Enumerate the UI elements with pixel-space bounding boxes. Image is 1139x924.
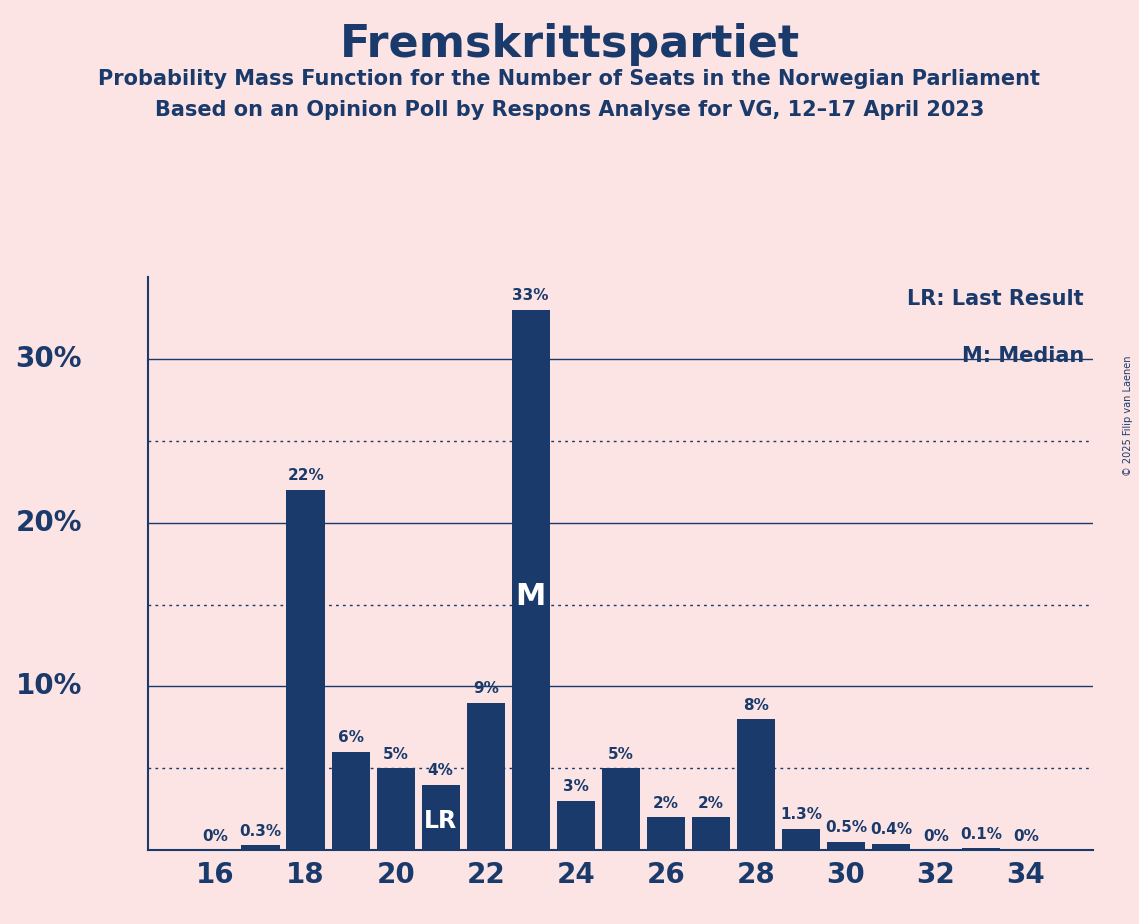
Text: 20%: 20%: [16, 509, 82, 537]
Bar: [737, 719, 775, 850]
Text: Fremskrittspartiet: Fremskrittspartiet: [339, 23, 800, 67]
Text: 30%: 30%: [16, 345, 82, 373]
Text: 0%: 0%: [203, 829, 229, 844]
Bar: [331, 752, 370, 850]
Bar: [421, 784, 460, 850]
Text: 9%: 9%: [473, 681, 499, 696]
Text: 0%: 0%: [1013, 829, 1039, 844]
Text: 2%: 2%: [653, 796, 679, 810]
Text: 5%: 5%: [608, 747, 633, 761]
Text: 4%: 4%: [428, 763, 453, 778]
Bar: [961, 848, 1000, 850]
Text: M: Median: M: Median: [961, 346, 1084, 366]
Text: 0.1%: 0.1%: [960, 827, 1002, 842]
Bar: [647, 818, 685, 850]
Text: 8%: 8%: [743, 698, 769, 712]
Text: 5%: 5%: [383, 747, 409, 761]
Text: 0.5%: 0.5%: [825, 821, 867, 835]
Text: 10%: 10%: [16, 673, 82, 700]
Text: 1.3%: 1.3%: [780, 808, 822, 822]
Text: 0%: 0%: [923, 829, 949, 844]
Bar: [287, 490, 325, 850]
Bar: [557, 801, 595, 850]
Text: LR: Last Result: LR: Last Result: [908, 288, 1084, 309]
Bar: [467, 703, 505, 850]
Bar: [827, 842, 865, 850]
Text: 6%: 6%: [337, 730, 363, 746]
Text: LR: LR: [424, 808, 457, 833]
Text: 2%: 2%: [698, 796, 723, 810]
Text: 22%: 22%: [287, 468, 323, 483]
Text: Probability Mass Function for the Number of Seats in the Norwegian Parliament: Probability Mass Function for the Number…: [98, 69, 1041, 90]
Text: 0.3%: 0.3%: [239, 823, 281, 839]
Bar: [781, 829, 820, 850]
Bar: [601, 768, 640, 850]
Text: 0.4%: 0.4%: [870, 822, 912, 837]
Text: Based on an Opinion Poll by Respons Analyse for VG, 12–17 April 2023: Based on an Opinion Poll by Respons Anal…: [155, 100, 984, 120]
Text: © 2025 Filip van Laenen: © 2025 Filip van Laenen: [1123, 356, 1133, 476]
Bar: [377, 768, 415, 850]
Bar: [511, 310, 550, 850]
Bar: [871, 844, 910, 850]
Text: M: M: [516, 582, 546, 611]
Text: 3%: 3%: [563, 780, 589, 795]
Bar: [691, 818, 730, 850]
Text: 33%: 33%: [513, 288, 549, 303]
Bar: [241, 845, 280, 850]
